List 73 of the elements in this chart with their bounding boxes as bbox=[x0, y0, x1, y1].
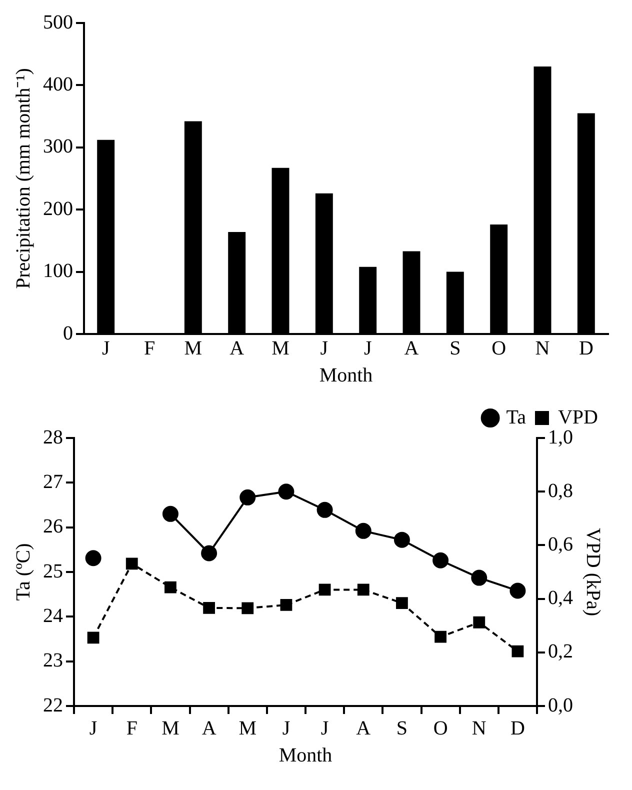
x-tick-label: A bbox=[230, 337, 245, 360]
y-axis-title: Ta (ºC) bbox=[12, 543, 34, 601]
legend-label: Ta bbox=[506, 406, 526, 428]
x-tick-label: O bbox=[433, 717, 448, 740]
point bbox=[473, 616, 486, 628]
y2-tick-label: 1,0 bbox=[548, 426, 573, 448]
y-tick-label: 300 bbox=[43, 136, 73, 158]
x-tick-label: A bbox=[404, 337, 420, 360]
y2-tick-label: 0,2 bbox=[548, 640, 573, 663]
y-tick-label: 200 bbox=[43, 198, 73, 220]
x-tick-label: M bbox=[272, 337, 290, 360]
x-tick-label: J bbox=[89, 717, 98, 740]
y2-tick-label: 0,8 bbox=[548, 480, 573, 502]
y2-tick-label: 0,6 bbox=[548, 533, 573, 556]
point bbox=[85, 550, 102, 566]
x-tick-label: A bbox=[202, 717, 217, 740]
x-tick-label: J bbox=[364, 337, 372, 360]
point bbox=[240, 489, 256, 506]
point bbox=[394, 532, 410, 548]
y-tick-label: 400 bbox=[43, 73, 73, 96]
x-tick-label: M bbox=[162, 717, 180, 740]
point bbox=[126, 558, 138, 570]
y-tick-label: 500 bbox=[43, 11, 73, 34]
x-tick-label: S bbox=[450, 337, 461, 360]
y2-tick-label: 0,0 bbox=[548, 694, 573, 716]
y-tick-label: 23 bbox=[43, 650, 63, 672]
point bbox=[432, 552, 449, 568]
point bbox=[162, 506, 178, 522]
x-tick-label: J bbox=[282, 717, 290, 740]
point bbox=[164, 581, 176, 594]
point bbox=[318, 584, 331, 596]
x-tick-label: J bbox=[320, 717, 329, 740]
x-tick-label: N bbox=[535, 337, 550, 360]
x-tick-label: A bbox=[356, 717, 372, 740]
point bbox=[280, 599, 292, 611]
point bbox=[434, 630, 446, 643]
point bbox=[396, 597, 408, 610]
x-tick-label: M bbox=[184, 337, 202, 360]
point bbox=[242, 602, 254, 614]
y-tick-label: 27 bbox=[43, 470, 63, 493]
x-tick-label: M bbox=[238, 717, 257, 740]
point bbox=[278, 484, 294, 500]
x-tick-label: D bbox=[578, 337, 594, 360]
y-tick-label: 100 bbox=[43, 260, 73, 282]
x-tick-label: J bbox=[320, 337, 328, 360]
y-tick-label: 0 bbox=[63, 322, 73, 344]
x-tick-label: N bbox=[472, 717, 486, 740]
y-tick-label: 25 bbox=[43, 560, 63, 582]
x-tick-label: F bbox=[144, 337, 156, 360]
point bbox=[512, 645, 524, 658]
x-tick-label: D bbox=[510, 717, 525, 740]
x-axis-title: Month bbox=[319, 364, 373, 386]
y-tick-label: 22 bbox=[43, 694, 63, 716]
x-tick-label: S bbox=[396, 717, 408, 740]
x-axis-title: Month bbox=[278, 744, 332, 766]
point bbox=[357, 584, 370, 596]
point bbox=[316, 502, 333, 518]
point bbox=[471, 570, 488, 586]
x-tick-label: O bbox=[492, 337, 506, 360]
y2-axis-title: VPD (kPa) bbox=[582, 528, 604, 616]
x-tick-label: F bbox=[126, 717, 138, 740]
point bbox=[355, 522, 372, 539]
legend-label: VPD bbox=[558, 406, 598, 428]
y-axis-title: Precipitation (mm month⁻¹) bbox=[12, 68, 34, 289]
x-tick-label: J bbox=[102, 337, 110, 360]
y-tick-label: 26 bbox=[43, 516, 63, 538]
y2-tick-label: 0,4 bbox=[548, 587, 573, 610]
point bbox=[201, 545, 218, 562]
point bbox=[87, 632, 100, 644]
point bbox=[203, 602, 215, 614]
y-tick-label: 24 bbox=[43, 604, 63, 627]
y-tick-label: 28 bbox=[43, 426, 63, 448]
point bbox=[510, 582, 526, 599]
